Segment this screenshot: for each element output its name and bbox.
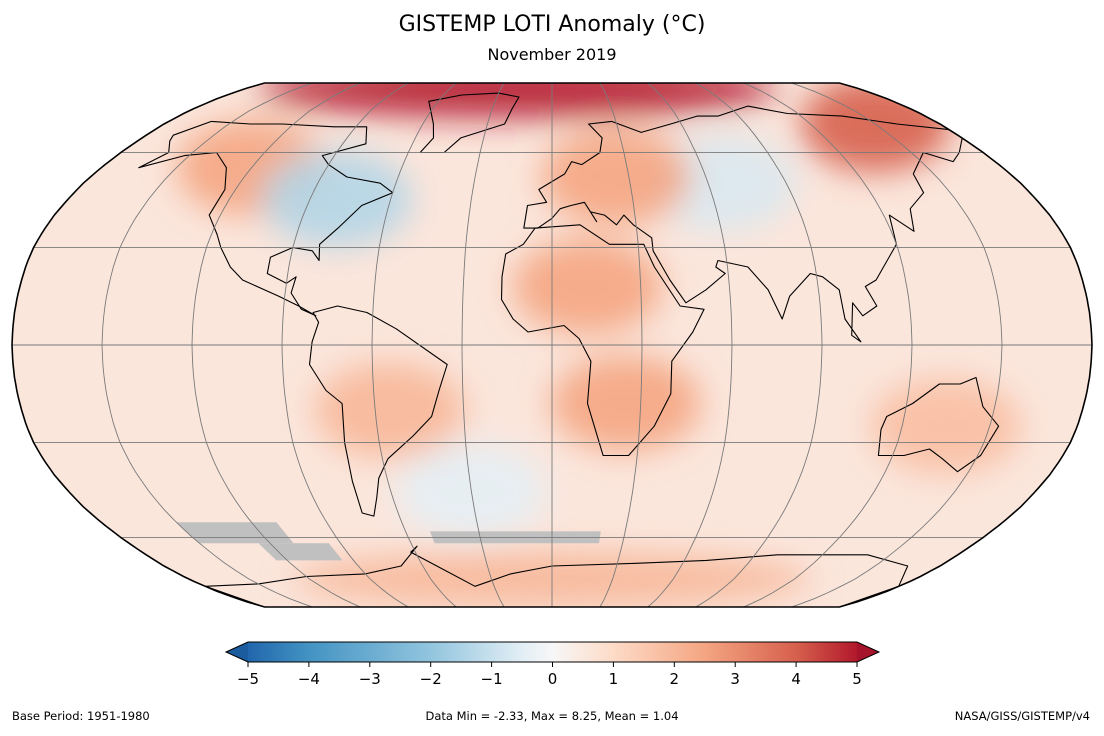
chart-subtitle: November 2019	[487, 45, 617, 64]
anomaly-region-north-africa	[512, 238, 663, 335]
colorbar-tick-label: 3	[730, 670, 740, 688]
anomaly-region-southern-africa	[550, 355, 701, 452]
continent-outline-australia	[877, 376, 1000, 473]
anomaly-region-south-america	[314, 362, 465, 458]
globe-outline	[11, 82, 1093, 608]
colorbar-tick-label: −5	[237, 670, 259, 688]
colorbar-tick-label: 4	[791, 670, 801, 688]
missing-data-patch	[258, 543, 343, 561]
source-label: NASA/GISS/GISTEMP/v4	[954, 709, 1090, 723]
anomaly-region-eastern-north-america	[261, 151, 412, 247]
anomaly-region-arctic	[257, 83, 778, 118]
chart-title: GISTEMP LOTI Anomaly (°C)	[398, 12, 706, 37]
colorbar-tick-label: 2	[670, 670, 680, 688]
colorbar-gradient	[248, 642, 857, 662]
anomaly-map	[11, 82, 1093, 608]
colorbar-tick-label: −2	[420, 670, 442, 688]
colorbar-tick-label: −4	[298, 670, 320, 688]
colorbar-tick-label: 0	[548, 670, 558, 688]
colorbar-tick-label: −3	[359, 670, 381, 688]
colorbar-tick-label: 5	[852, 670, 862, 688]
colorbar-extend-low	[226, 642, 248, 662]
colorbar-extend-high	[857, 642, 879, 662]
base-period-label: Base Period: 1951-1980	[12, 709, 150, 723]
colorbar-tick-label: 1	[609, 670, 619, 688]
colorbar-tick-label: −1	[481, 670, 503, 688]
continent-outline-africa	[500, 224, 705, 457]
continent-outline-eurasia	[523, 105, 963, 343]
missing-data-patch	[176, 522, 294, 544]
anomaly-region-eastern-europe	[541, 129, 692, 225]
continent-outline-north-america	[138, 120, 394, 317]
colorbar: −5 −4 −3 −2 −1 0 1 2 3 4 5	[224, 641, 881, 688]
continent-outline-south-america	[308, 305, 448, 517]
data-stats-label: Data Min = -2.33, Max = 8.25, Mean = 1.0…	[425, 709, 679, 723]
